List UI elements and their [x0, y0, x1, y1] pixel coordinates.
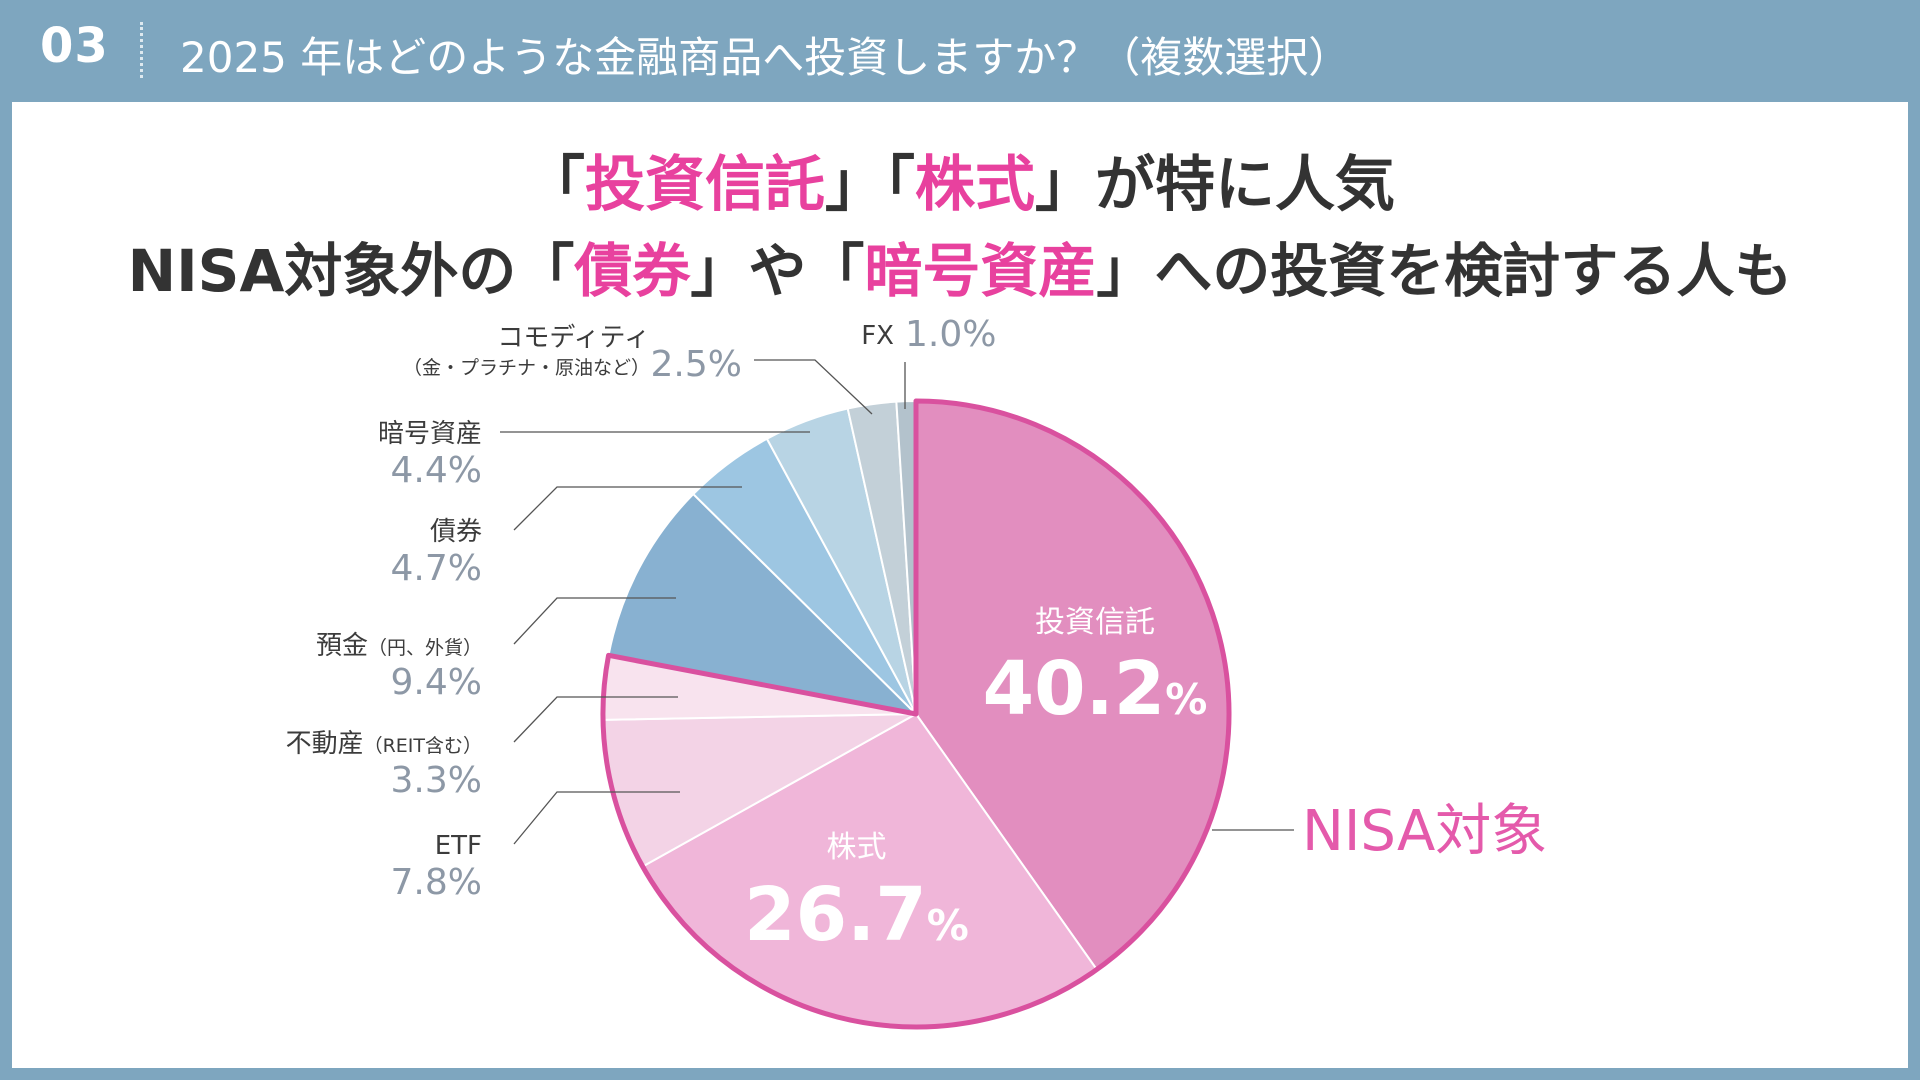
headline-2-segment: 暗号資産: [864, 237, 1097, 305]
slice-label-1: 株式: [826, 830, 886, 865]
headline-1-segment: 株式: [915, 150, 1035, 220]
headline-1-segment: 投資信託: [585, 150, 825, 220]
nisa-group-label: NISA対象: [1302, 799, 1547, 864]
slice-value-2: 7.8%: [391, 862, 482, 903]
headline-2-segment: 」への投資を検討する人も: [1096, 237, 1793, 305]
headline-2-segment: 」や「: [690, 237, 865, 305]
headline-2-segment: 債券: [574, 237, 691, 305]
slice-value-5: 4.7%: [391, 548, 482, 589]
slice-value-0: 40.2%: [983, 646, 1208, 732]
slice-label-3: 不動産（REIT含む）: [286, 729, 482, 759]
callout-line-5: [513, 486, 742, 531]
section-number: 03: [40, 18, 109, 74]
headline-1-segment: 」が特に人気: [1035, 150, 1395, 220]
slice-label-8: FX: [861, 321, 894, 351]
content-panel: 「投資信託」「株式」が特に人気 NISA対象外の「債券」や「暗号資産」への投資を…: [12, 102, 1908, 1068]
headline-1-segment: 「: [525, 150, 585, 220]
slice-label-0: 投資信託: [1035, 605, 1155, 640]
slice-value-6: 4.4%: [391, 450, 482, 491]
slice-value-8: 1.0%: [905, 314, 996, 355]
question-title: 2025 年はどのような金融商品へ投資しますか？（複数選択）: [180, 33, 1351, 82]
callout-line-2: [513, 791, 680, 845]
slice-value-3: 3.3%: [391, 760, 482, 801]
slice-label-5: 債券: [430, 517, 482, 547]
header-bar: 03 2025 年はどのような金融商品へ投資しますか？（複数選択）: [0, 0, 1920, 100]
headline-1-segment: 」「: [825, 150, 915, 220]
pie-chart: 投資信託40.2%株式26.7%ETF7.8%不動産（REIT含む）3.3%預金…: [286, 314, 1547, 1030]
headline-2-segment: NISA対象外の「: [127, 237, 575, 305]
slice-value-7: 2.5%: [651, 344, 742, 385]
callout-line-7: [754, 359, 873, 415]
slice-label-2: ETF: [435, 831, 482, 861]
slice-label-4: 預金（円、外貨）: [316, 631, 482, 661]
headline-line-2: NISA対象外の「債券」や「暗号資産」への投資を検討する人も: [12, 224, 1908, 308]
header-divider: [140, 22, 143, 78]
slice-label-7: コモディティ: [497, 323, 650, 353]
slice-label-6: 暗号資産: [378, 419, 482, 449]
pie-slice-4: [607, 492, 920, 716]
slice-value-4: 9.4%: [391, 662, 482, 703]
nisa-group-outline: [600, 398, 1232, 1030]
headline-line-1: 「投資信託」「株式」が特に人気: [12, 136, 1908, 223]
callout-line-3: [513, 696, 678, 743]
slice-sublabel-7: （金・プラチナ・原油など）: [403, 357, 650, 379]
callout-line-4: [513, 597, 676, 645]
